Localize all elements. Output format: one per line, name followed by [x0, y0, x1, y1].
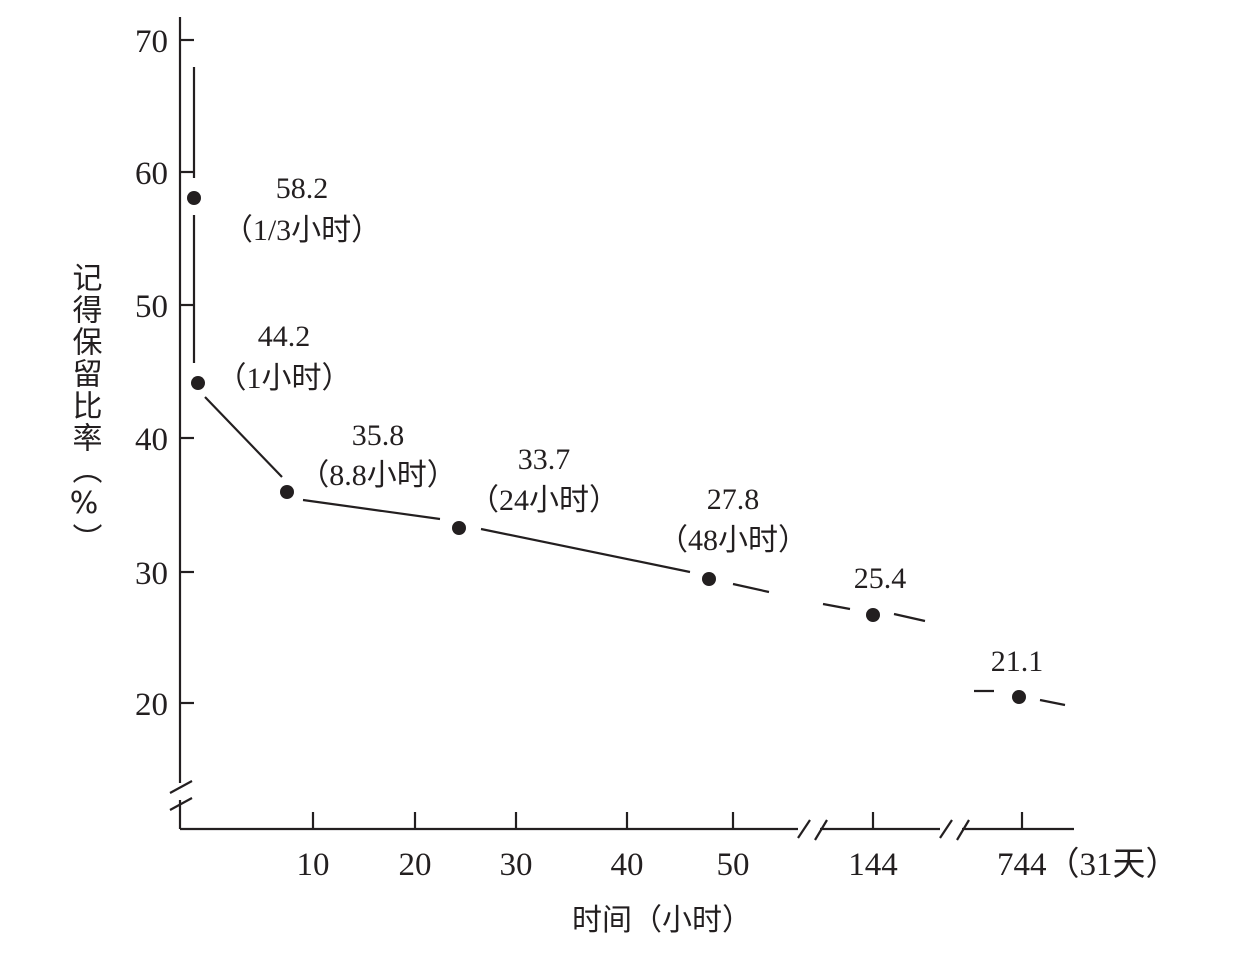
point-value-label: 58.2 [276, 172, 329, 205]
x-axis-title: 时间（小时） [572, 903, 752, 938]
x-axis-break-mark [939, 819, 953, 839]
data-point [187, 191, 201, 205]
x-tick-label: 40 [611, 847, 644, 883]
x-tick-label: 10 [297, 847, 330, 883]
point-time-label: （1小时） [217, 362, 352, 395]
y-tick-label: 60 [135, 156, 168, 192]
x-axis-break-mark [814, 819, 828, 841]
y-tick-label: 70 [135, 24, 168, 60]
y-axis-title: 记得保留比率（%） [67, 262, 103, 555]
y-axis: 70 60 50 40 30 20 记得保留比率（%） [67, 17, 194, 829]
point-value-label: 44.2 [258, 320, 311, 353]
data-point [1012, 690, 1026, 704]
x-tick-label: 144 [848, 847, 898, 883]
data-point [191, 376, 205, 390]
data-point [866, 608, 880, 622]
y-tick-label: 20 [135, 687, 168, 723]
point-value-label: 27.8 [707, 483, 760, 516]
x-tick-label: 20 [399, 847, 432, 883]
y-tick-label: 50 [135, 289, 168, 325]
x-tick-label: 50 [717, 847, 750, 883]
x-axis-break-mark [797, 819, 811, 839]
y-tick-label: 40 [135, 422, 168, 458]
x-tick-label: 30 [500, 847, 533, 883]
data-point [702, 572, 716, 586]
point-time-label: （1/3小时） [223, 214, 381, 247]
data-points [187, 191, 1026, 704]
x-axis-break-mark [956, 819, 970, 841]
data-point [280, 485, 294, 499]
point-time-label: （24小时） [469, 484, 619, 517]
x-axis: 10 20 30 40 50 144 744（31天） 时间（小时） [180, 812, 1179, 938]
y-tick-label: 30 [135, 556, 168, 592]
y-axis-break-mark [169, 797, 193, 811]
x-tick-label: 744（31天） [997, 847, 1179, 883]
curve-line [192, 67, 1066, 707]
point-time-label: （8.8小时） [299, 459, 457, 492]
point-labels: 58.2 （1/3小时） 44.2 （1小时） 35.8 （8.8小时） 33.… [217, 172, 1044, 678]
point-value-label: 21.1 [991, 645, 1044, 678]
point-time-label: （48小时） [658, 524, 808, 557]
y-axis-break-mark [169, 780, 193, 794]
point-value-label: 33.7 [518, 443, 571, 476]
point-value-label: 25.4 [854, 562, 907, 595]
point-value-label: 35.8 [352, 419, 405, 452]
data-point [452, 521, 466, 535]
